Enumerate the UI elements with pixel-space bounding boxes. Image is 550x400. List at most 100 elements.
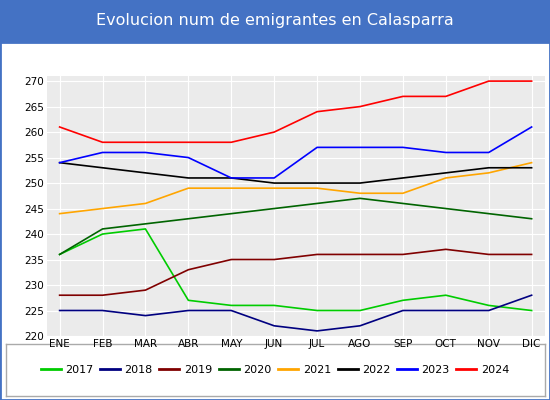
2018	[400, 308, 406, 313]
2022	[400, 176, 406, 180]
Line: 2023: 2023	[59, 127, 532, 178]
2024	[400, 94, 406, 99]
2023	[443, 150, 449, 155]
2017	[486, 303, 492, 308]
2021	[314, 186, 321, 190]
2017	[400, 298, 406, 303]
2019	[443, 247, 449, 252]
2024	[142, 140, 148, 145]
2019	[228, 257, 234, 262]
2018	[529, 293, 535, 298]
2018	[357, 324, 364, 328]
Line: 2018: 2018	[59, 295, 532, 331]
2019	[271, 257, 277, 262]
2021	[271, 186, 277, 190]
2022	[185, 176, 191, 180]
2019	[400, 252, 406, 257]
2022	[529, 165, 535, 170]
2017	[142, 226, 148, 231]
2024	[56, 124, 63, 129]
2021	[443, 176, 449, 180]
2019	[185, 267, 191, 272]
2023	[142, 150, 148, 155]
2022	[486, 165, 492, 170]
2017	[271, 303, 277, 308]
2022	[443, 170, 449, 175]
2019	[142, 288, 148, 292]
2019	[314, 252, 321, 257]
2024	[185, 140, 191, 145]
2017	[443, 293, 449, 298]
2019	[357, 252, 364, 257]
2017	[185, 298, 191, 303]
2021	[56, 211, 63, 216]
2021	[185, 186, 191, 190]
2018	[142, 313, 148, 318]
2017	[357, 308, 364, 313]
2017	[56, 252, 63, 257]
2023	[99, 150, 106, 155]
2023	[271, 176, 277, 180]
2019	[99, 293, 106, 298]
2024	[99, 140, 106, 145]
2024	[314, 109, 321, 114]
2022	[142, 170, 148, 175]
2017	[529, 308, 535, 313]
2021	[529, 160, 535, 165]
2024	[228, 140, 234, 145]
2024	[529, 79, 535, 84]
Legend: 2017, 2018, 2019, 2020, 2021, 2022, 2023, 2024: 2017, 2018, 2019, 2020, 2021, 2022, 2023…	[36, 360, 514, 380]
2020	[271, 206, 277, 211]
2019	[529, 252, 535, 257]
2021	[99, 206, 106, 211]
2017	[228, 303, 234, 308]
2021	[400, 191, 406, 196]
2017	[314, 308, 321, 313]
2021	[357, 191, 364, 196]
2019	[56, 293, 63, 298]
2021	[486, 170, 492, 175]
2022	[314, 181, 321, 186]
2020	[357, 196, 364, 201]
2018	[271, 324, 277, 328]
2022	[271, 181, 277, 186]
2024	[443, 94, 449, 99]
Line: 2024: 2024	[59, 81, 532, 142]
2023	[486, 150, 492, 155]
2020	[314, 201, 321, 206]
2018	[56, 308, 63, 313]
2020	[99, 226, 106, 231]
2023	[357, 145, 364, 150]
2021	[228, 186, 234, 190]
2019	[486, 252, 492, 257]
2023	[228, 176, 234, 180]
2022	[99, 165, 106, 170]
2018	[185, 308, 191, 313]
2018	[99, 308, 106, 313]
2024	[271, 130, 277, 134]
2020	[443, 206, 449, 211]
Line: 2020: 2020	[59, 198, 532, 254]
Text: 2017 - 2024: 2017 - 2024	[8, 50, 80, 64]
2021	[142, 201, 148, 206]
Line: 2017: 2017	[59, 229, 532, 310]
Line: 2022: 2022	[59, 163, 532, 183]
2022	[228, 176, 234, 180]
2023	[529, 124, 535, 129]
2023	[314, 145, 321, 150]
2024	[486, 79, 492, 84]
Text: http://www.foro-ciudad.com: http://www.foro-ciudad.com	[378, 50, 542, 64]
2018	[486, 308, 492, 313]
2020	[529, 216, 535, 221]
2023	[400, 145, 406, 150]
2022	[56, 160, 63, 165]
Line: 2021: 2021	[59, 163, 532, 214]
2018	[443, 308, 449, 313]
Text: Evolucion num de emigrantes en Calasparra: Evolucion num de emigrantes en Calasparr…	[96, 14, 454, 28]
2024	[357, 104, 364, 109]
2018	[228, 308, 234, 313]
2023	[56, 160, 63, 165]
2020	[142, 222, 148, 226]
Line: 2019: 2019	[59, 249, 532, 295]
2020	[56, 252, 63, 257]
